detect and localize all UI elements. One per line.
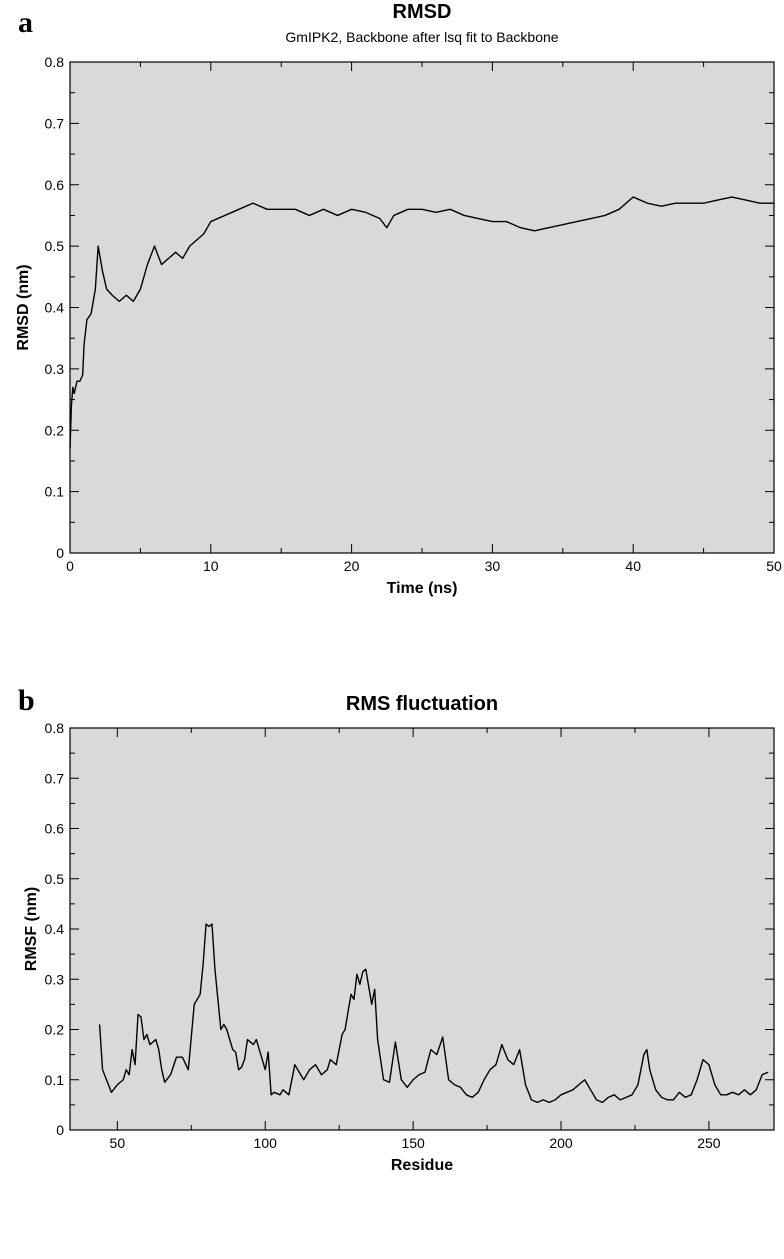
y-tick-label: 0.2 [45,422,65,438]
y-tick-label: 0.3 [45,361,65,377]
y-tick-label: 0.3 [45,971,65,987]
x-tick-label: 150 [401,1135,425,1151]
y-tick-label: 0.1 [45,484,65,500]
x-tick-label: 30 [485,558,501,574]
y-tick-label: 0.8 [45,54,65,70]
chart-title-b: RMS fluctuation [346,693,498,715]
x-tick-label: 20 [344,558,360,574]
panel-letter-a: a [18,6,33,39]
rmsf-chart: RMS fluctuation 0 0.1 0.2 0.3 0.4 0.5 0.6 0.7 0.8… [23,693,775,1174]
y-tick-label: 0.6 [45,177,65,193]
y-axis-label-a: RMSD (nm) [15,264,32,350]
y-tick-label: 0.4 [45,300,65,316]
y-tick-label: 0 [56,1122,64,1138]
plot-area-a [69,61,775,554]
y-tick-label: 0.7 [45,770,65,786]
chart-title-a: RMSD [393,1,452,23]
series-line-b-0 [98,923,769,1104]
series-line-a-0 [69,196,774,449]
x-tick-label: 0 [66,558,74,574]
rmsd-chart: RMSD GmIPK2, Backbone after lsq fit to Ba… [15,1,782,597]
chart-subtitle-a: GmIPK2, Backbone after lsq fit to Backbo… [285,29,558,45]
y-tick-label: 0.1 [45,1072,65,1088]
x-axis-label-a: Time (ns) [387,580,458,597]
x-tick-label: 40 [625,558,641,574]
x-tick-label: 50 [766,558,782,574]
y-tick-label: 0.8 [45,720,65,736]
y-axis-label-b: RMSF (nm) [23,887,40,971]
x-tick-label: 200 [549,1135,573,1151]
x-tick-label: 100 [254,1135,278,1151]
y-tick-label: 0.7 [45,115,65,131]
y-tick-label: 0.2 [45,1022,65,1038]
x-tick-label: 250 [697,1135,721,1151]
x-tick-label: 50 [110,1135,126,1151]
panel-letter-b: b [18,684,35,717]
x-axis-label-b: Residue [391,1157,453,1174]
y-tick-label: 0.4 [45,921,65,937]
y-tick-label: 0 [56,545,64,561]
y-tick-label: 0.6 [45,821,65,837]
x-tick-label: 10 [203,558,219,574]
y-tick-label: 0.5 [45,238,65,254]
y-tick-label: 0.5 [45,871,65,887]
plot-area-b [69,727,775,1131]
